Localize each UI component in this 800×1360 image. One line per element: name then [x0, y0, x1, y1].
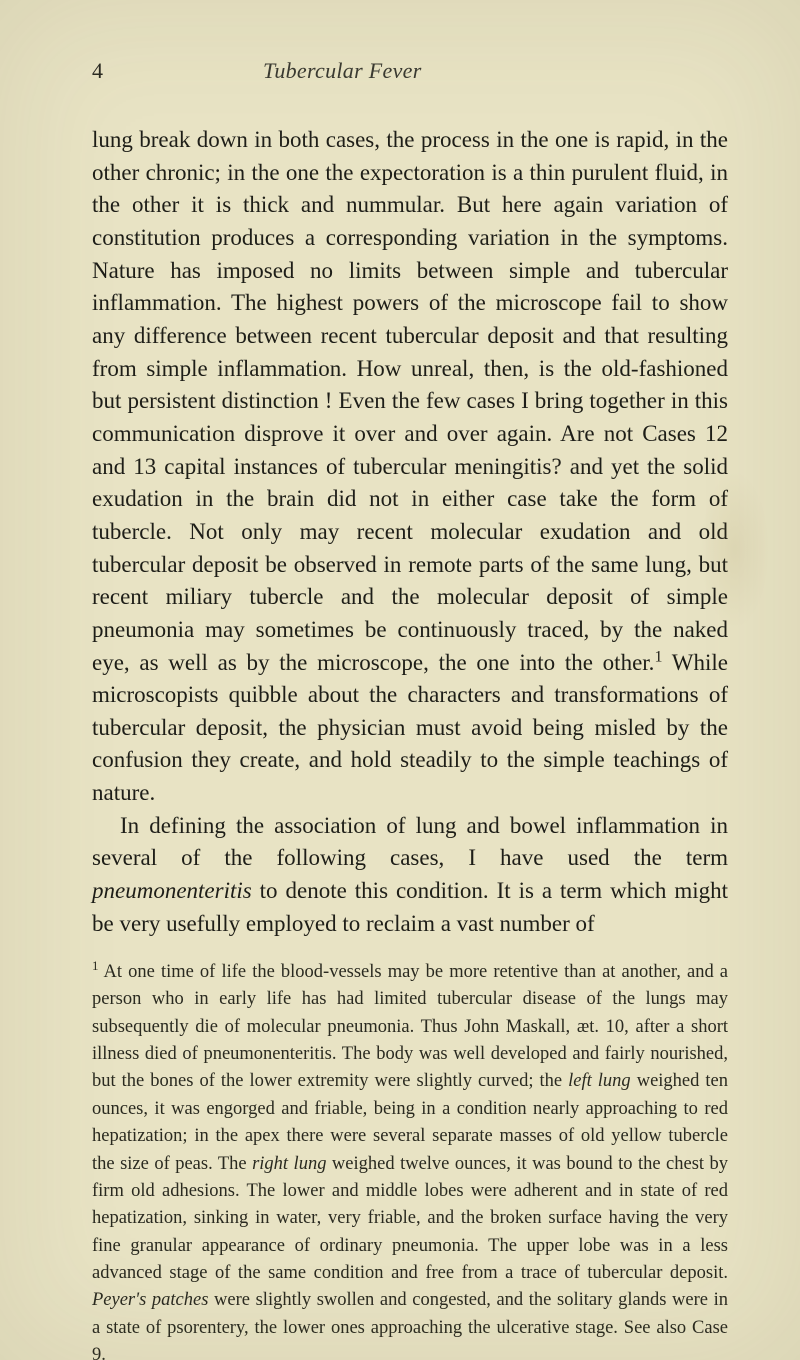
paragraph-1: lung break down in both cases, the proce… — [92, 124, 728, 810]
running-header: 4 Tubercular Fever — [92, 58, 728, 84]
paragraph-2: In defining the association of lung and … — [92, 810, 728, 941]
page-number: 4 — [92, 58, 103, 84]
scanned-page: 4 Tubercular Fever lung break down in bo… — [0, 0, 800, 1360]
footnote-text: 1 At one time of life the blood-vessels … — [92, 959, 728, 1360]
running-title: Tubercular Fever — [263, 58, 422, 84]
body-text: lung break down in both cases, the proce… — [92, 124, 728, 940]
footnote: 1 At one time of life the blood-vessels … — [92, 959, 728, 1360]
